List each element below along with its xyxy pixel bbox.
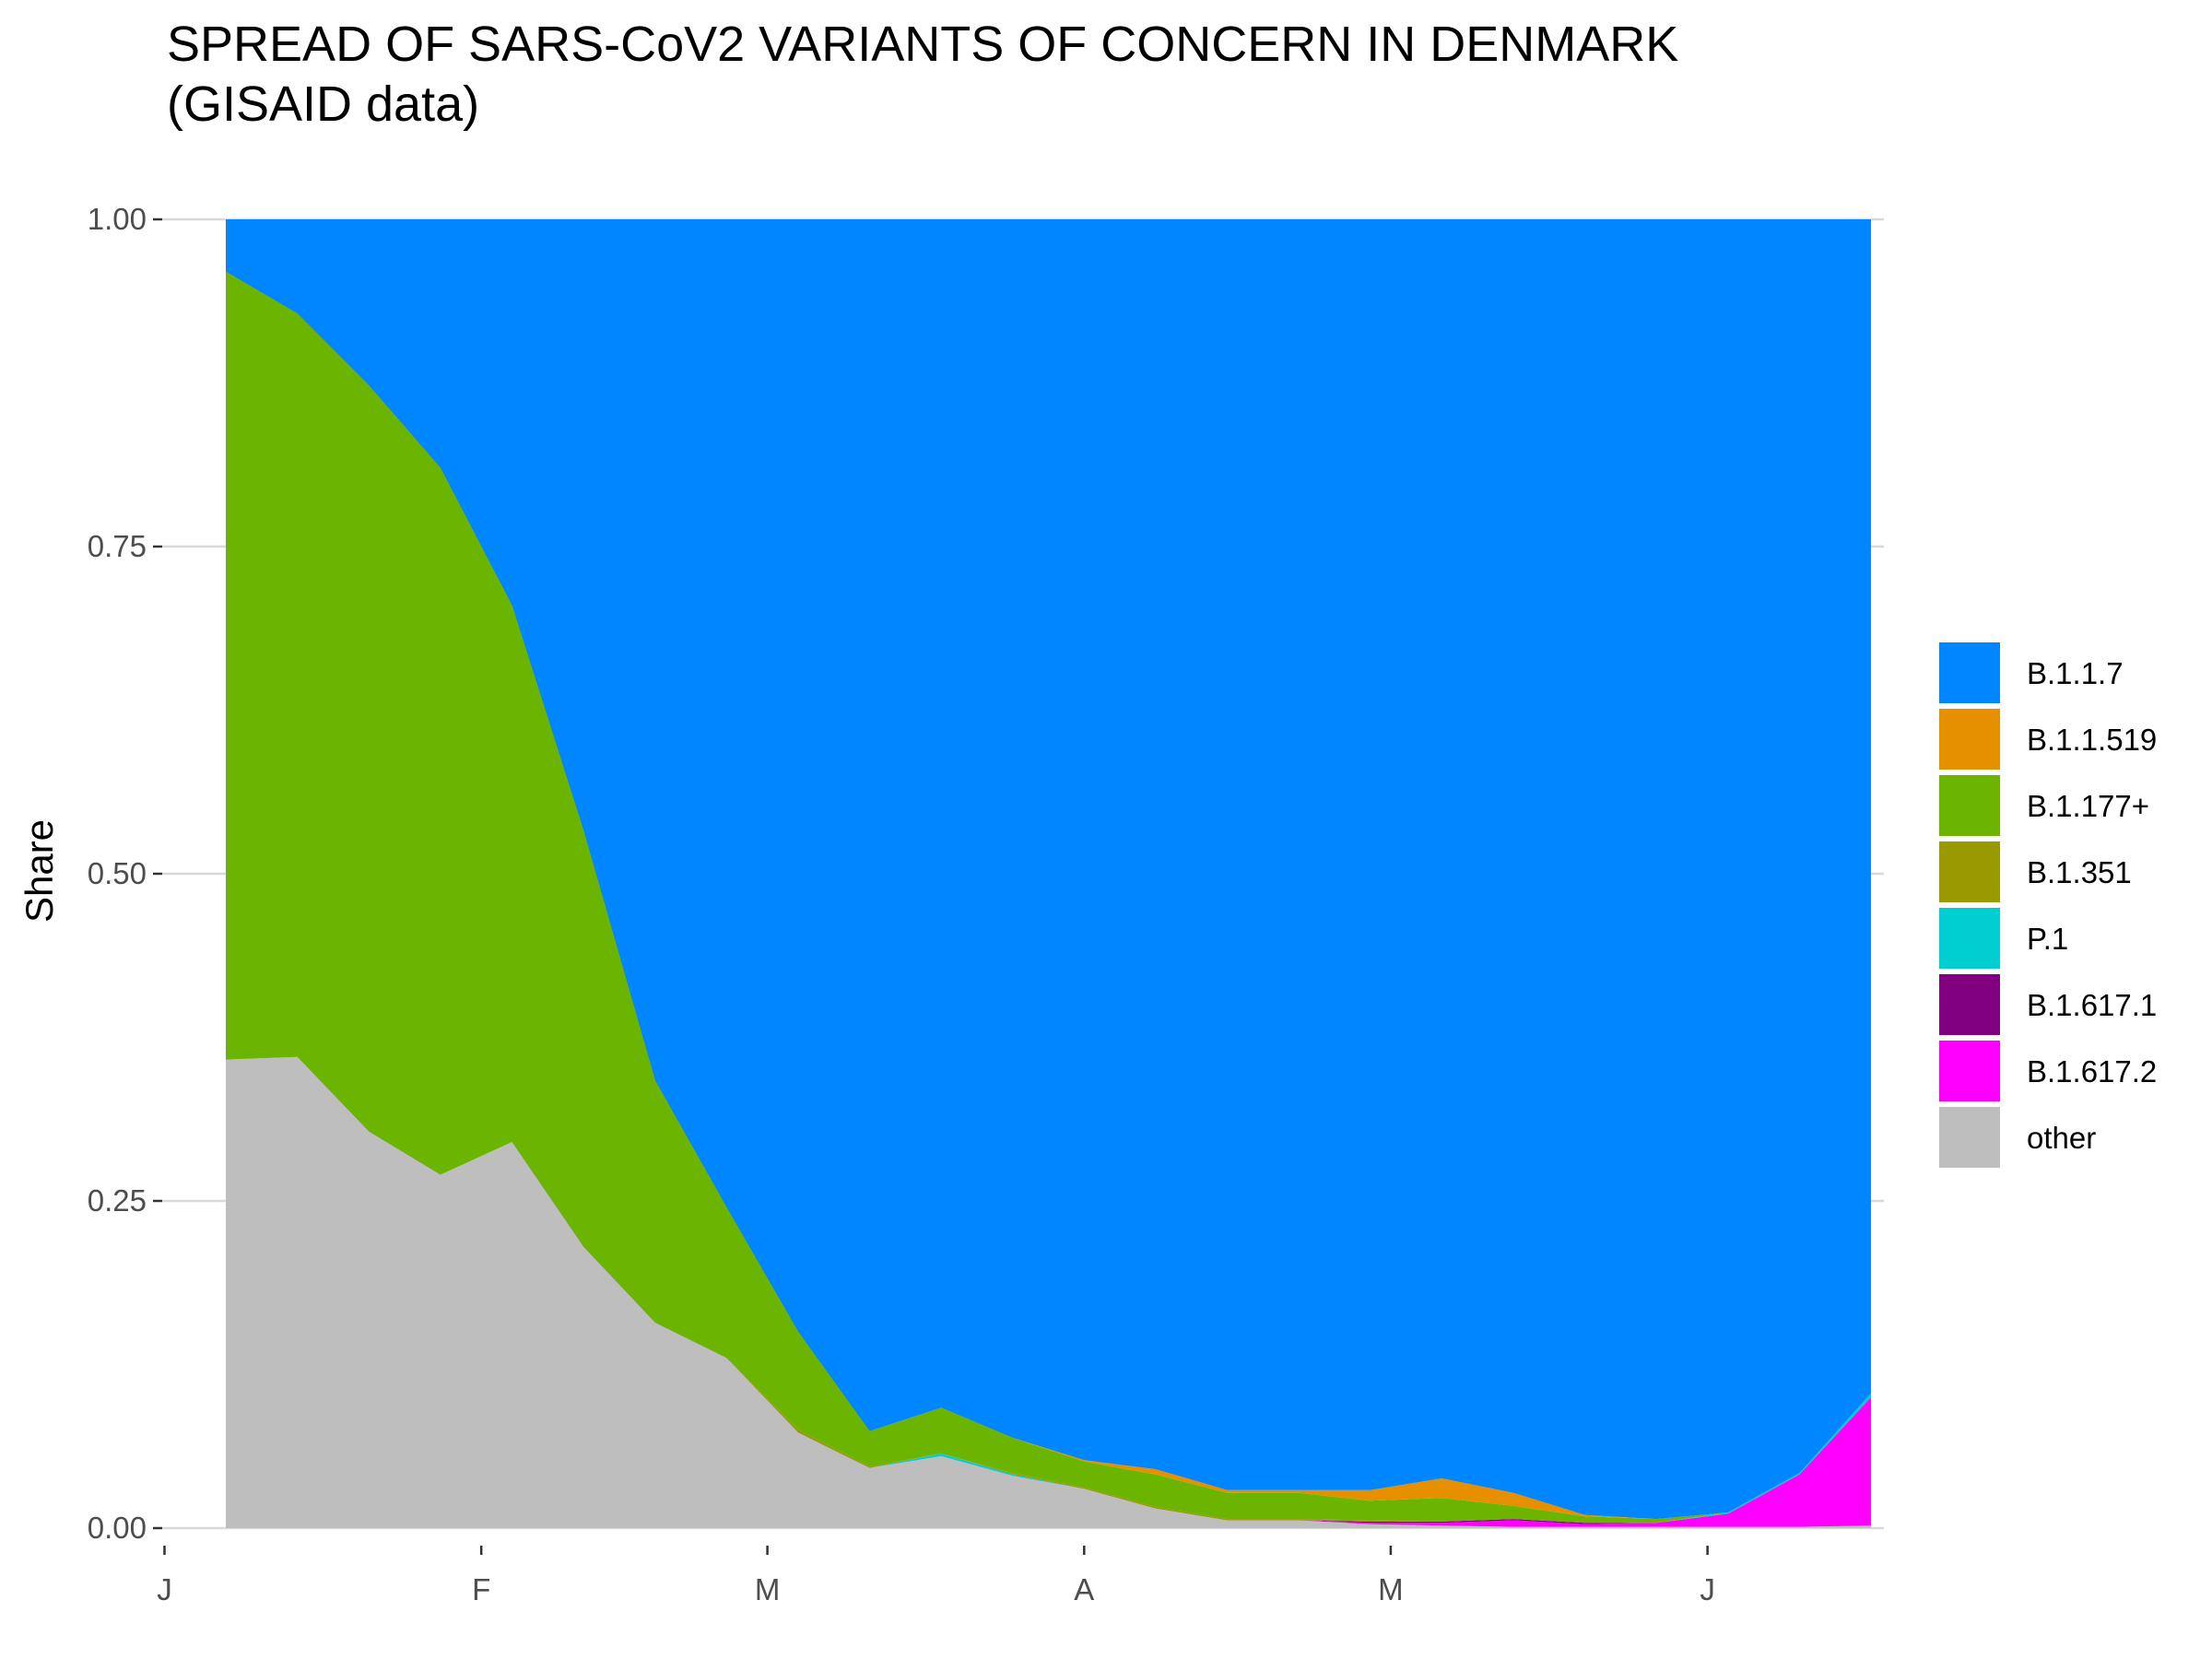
y-tick-label-1: 0.25	[88, 1183, 147, 1218]
x-tick-label-0: J	[157, 1572, 172, 1606]
x-tick-label-3: A	[1074, 1572, 1094, 1606]
legend: B.1.1.7 B.1.1.519 B.1.177+ B.1.351 P.1 B.1.61…	[1939, 642, 2157, 1168]
legend-label-p-1: P.1	[2027, 922, 2068, 956]
legend-label-b-1-1-519: B.1.1.519	[2027, 723, 2157, 757]
x-tick-label-2: M	[755, 1572, 781, 1606]
legend-label-b-1-617-2: B.1.617.2	[2027, 1054, 2157, 1088]
legend-label-b-1-177-: B.1.177+	[2027, 789, 2149, 823]
y-tick-label-0: 0.00	[88, 1511, 147, 1545]
y-axis-title: Share	[18, 819, 61, 923]
chart-title: SPREAD OF SARS-CoV2 VARIANTS OF CONCERN …	[167, 17, 1678, 72]
y-tick-label-4: 1.00	[88, 202, 147, 236]
legend-label-b-1-617-1: B.1.617.1	[2027, 988, 2157, 1022]
area-b-1-1-7	[226, 219, 1871, 1520]
legend-key-b-1-1-519	[1939, 709, 2000, 770]
legend-key-b-1-351	[1939, 841, 2000, 902]
x-tick-label-4: M	[1378, 1572, 1404, 1606]
legend-label-b-1-351: B.1.351	[2027, 855, 2132, 889]
axes: 0.00 0.25 0.50 0.75 1.00 J F M A M J	[88, 202, 1715, 1606]
legend-key-b-1-617-2	[1939, 1041, 2000, 1101]
area-b-1-177-	[226, 271, 1871, 1524]
legend-key-other	[1939, 1107, 2000, 1168]
legend-key-b-1-177-	[1939, 775, 2000, 836]
y-tick-label-3: 0.75	[88, 529, 147, 563]
plot-area	[162, 218, 1884, 1530]
chart-subtitle: (GISAID data)	[167, 76, 479, 132]
legend-label-other: other	[2027, 1121, 2096, 1155]
x-tick-label-1: F	[472, 1572, 490, 1606]
area-other	[226, 1056, 1871, 1528]
y-tick-label-2: 0.50	[88, 856, 147, 890]
legend-key-b-1-617-1	[1939, 974, 2000, 1035]
x-tick-label-5: J	[1700, 1572, 1715, 1606]
legend-key-b-1-1-7	[1939, 642, 2000, 703]
legend-key-p-1	[1939, 908, 2000, 969]
legend-label-b-1-1-7: B.1.1.7	[2027, 656, 2124, 690]
